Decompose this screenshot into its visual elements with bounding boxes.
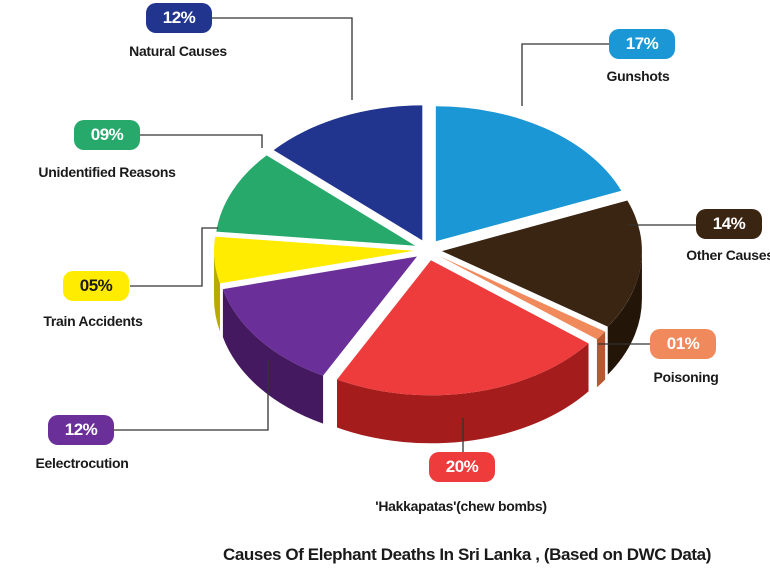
leader-line-unidentified-reasons [140,134,263,148]
slice-gunshots [435,106,622,242]
slice-poisoning [439,256,606,340]
slice-label-train-accidents: Train Accidents [43,313,143,329]
slice-hakkapatas-chew-bombs [337,260,589,396]
leader-line-natural-causes [210,17,353,100]
slice-side-hakkapatas-chew-bombs [337,343,589,444]
slice-side-poisoning [596,331,606,388]
slice-label-poisoning: Poisoning [653,369,719,385]
value-badge-unidentified-reasons: 09% [74,120,140,150]
value-badge-train-accidents: 05% [63,271,129,301]
slice-side-train-accidents [214,250,220,332]
value-badge-poisoning: 01% [650,329,716,359]
leader-line-gunshots [521,43,610,106]
chart-title: Causes Of Elephant Deaths In Sri Lanka ,… [223,545,711,564]
slice-label-unidentified-reasons: Unidentified Reasons [38,164,176,180]
slice-train-accidents [214,236,415,284]
slice-natural-causes [273,105,423,241]
value-badge-hakkapatas: 20% [429,452,495,482]
slice-label-gunshots: Gunshots [606,68,670,84]
slice-label-other-causes: Other Causes [686,247,770,263]
value-badge-other-causes: 14% [696,209,762,239]
value-badge-gunshots: 17% [609,29,675,59]
slice-unidentified-reasons [216,155,416,246]
slice-label-natural-causes: Natural Causes [129,43,227,59]
slice-eelectrocution [222,256,417,376]
slice-other-causes [441,200,642,327]
leader-line-train-accidents [130,227,218,287]
leader-line-eelectrocution [114,360,269,431]
slice-side-eelectrocution [222,289,324,424]
value-badge-eelectrocution: 12% [48,415,114,445]
slice-label-eelectrocution: Eelectrocution [35,455,129,471]
slice-label-hakkapatas: 'Hakkapatas'(chew bombs) [375,498,547,514]
value-badge-natural-causes: 12% [146,3,212,33]
